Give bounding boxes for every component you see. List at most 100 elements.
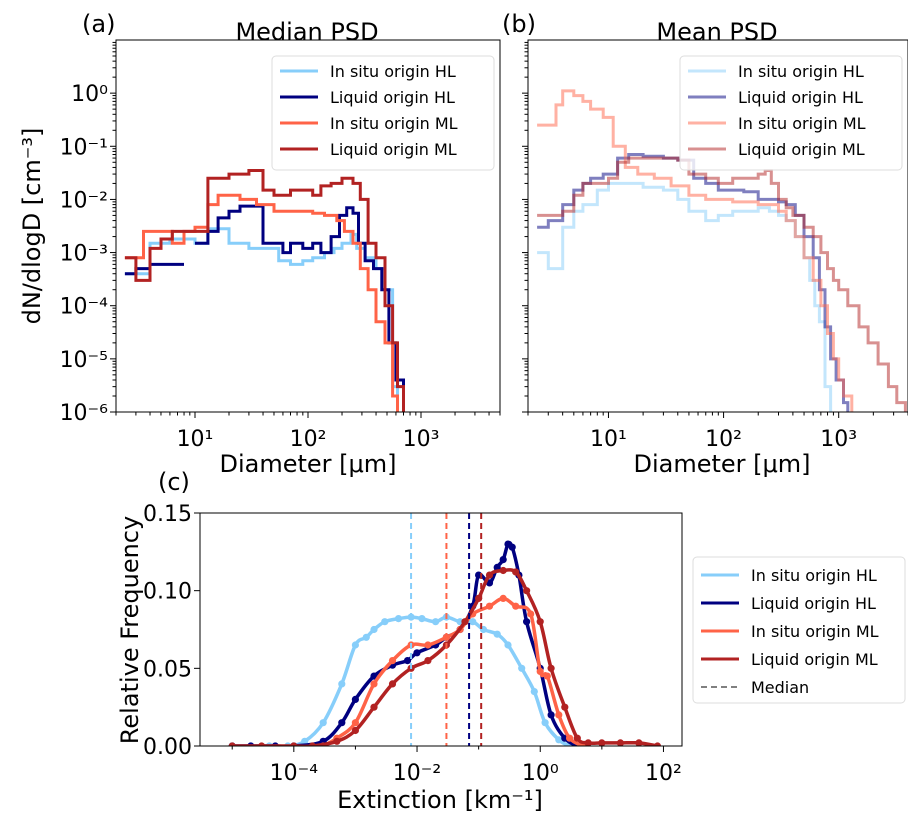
panel-b-x-ticks: 10¹ 10² 10³: [527, 412, 908, 452]
panel-c-series-insitu-hl-point: [319, 719, 327, 727]
panel-c-series-liquid-hl-point: [413, 649, 421, 657]
panel-c-series-liquid-ml-point: [333, 737, 341, 745]
panel-c-legend: In situ origin HL Liquid origin HL In situ…: [692, 556, 906, 704]
panel-c-series-insitu-hl-point: [338, 680, 346, 688]
panel-c-series-liquid-hl-point: [523, 618, 531, 626]
panel-c-series-insitu-hl-point: [469, 618, 477, 626]
panel-a-legend-box: [271, 55, 495, 171]
panel-c-series-insitu-hl-point: [418, 615, 426, 623]
panel-b-x-tick-label: 10³: [820, 427, 857, 452]
panel-a-series-liquid-ml-line: [124, 169, 405, 412]
panel-a-y-tick-label: 10⁻⁶: [60, 401, 109, 426]
panel-c-series-insitu-hl-point: [394, 615, 403, 623]
panel-a-legend-label: Liquid origin ML: [330, 140, 457, 159]
panel-c-legend-median-label: Median: [751, 678, 809, 697]
panel-c-y-label: Relative Frequency: [116, 516, 144, 744]
panel-b: (b) Mean PSD 10¹ 10² 10³ Diameter [μm] In …: [502, 10, 908, 478]
panel-c-x-label: Extinction [km⁻¹]: [337, 786, 543, 814]
panel-a-title: Median PSD: [235, 18, 378, 46]
panel-c-series-insitu-hl-point: [362, 633, 370, 641]
panel-c-plot-area: [228, 513, 662, 746]
panel-a-y-ticks: 10⁻⁶ 10⁻⁵ 10⁻⁴ 10⁻³ 10⁻² 10⁻¹ 10⁰: [60, 41, 116, 426]
panel-c-legend-label: Liquid origin HL: [751, 594, 876, 613]
panel-c-frame: [199, 512, 683, 747]
panel-c-series-liquid-ml-point: [290, 742, 298, 746]
panel-c-series-liquid-ml-point: [635, 739, 643, 746]
panel-c-x-ticks: 10⁻⁴ 10⁻² 10⁰ 10²: [231, 746, 682, 786]
panel-c-series-insitu-hl-point: [493, 630, 501, 638]
panel-b-legend-label: Liquid origin ML: [738, 140, 865, 159]
panel-b-series-liquid-ml-line: [537, 156, 907, 412]
panel-c-series-insitu-hl-line: [232, 615, 571, 746]
panel-c-series-liquid-ml-point: [616, 739, 624, 746]
panel-c-series-liquid-hl-point: [351, 695, 359, 704]
panel-b-title: Mean PSD: [656, 18, 777, 46]
panel-c-series-insitu-ml-point: [424, 641, 432, 649]
panel-c-series-insitu-ml-point: [351, 719, 359, 727]
panel-a-series-insitu-ml-line: [124, 193, 399, 412]
panel-c-series-insitu-ml-point: [388, 657, 397, 665]
panel-a-y-tick-label: 10⁻²: [60, 188, 108, 213]
panel-b-legend-box: [679, 55, 903, 171]
panel-c-series-liquid-hl-point: [499, 556, 507, 564]
panel-c-series-liquid-hl-point: [508, 543, 516, 551]
panel-b-plot-area: [537, 89, 907, 412]
panel-c-series-insitu-hl-point: [370, 625, 378, 634]
panel-c-series-insitu-ml-point: [527, 610, 535, 618]
panel-c-series-liquid-ml-line: [232, 568, 658, 746]
panel-a-x-tick-label: 10³: [403, 427, 440, 452]
panel-c-series-liquid-hl-point: [403, 657, 412, 665]
panel-b-series-liquid-hl-line: [537, 153, 850, 412]
panel-c-y-ticks: 0.00 0.05 0.10 0.15: [143, 502, 200, 760]
panel-c-series-liquid-ml-point: [653, 742, 662, 746]
panel-a-legend: In situ origin HL Liquid origin HL In situ…: [271, 55, 495, 171]
panel-c-series-insitu-ml-point: [512, 602, 520, 610]
panel-c-series-liquid-ml-point: [388, 680, 397, 688]
panel-c-series-liquid-ml-point: [228, 742, 236, 746]
panel-c-series-insitu-ml-point: [499, 594, 507, 603]
panel-c-series-liquid-ml-point: [584, 739, 592, 746]
panel-c-x-tick-label: 10⁻⁴: [270, 761, 319, 786]
panel-a-legend-label: Liquid origin HL: [330, 88, 455, 107]
panel-b-series-insitu-ml-line: [537, 89, 854, 412]
panel-a-y-tick-label: 10⁻¹: [60, 135, 108, 160]
panel-a-x-ticks: 10¹ 10² 10³: [115, 412, 501, 452]
panel-c-legend-box: [692, 556, 906, 704]
panel-c-series-insitu-hl-point: [504, 641, 512, 649]
panel-b-x-tick-label: 10¹: [590, 427, 627, 452]
panel-c-legend-label: Liquid origin ML: [751, 650, 878, 669]
panel-a-x-tick-label: 10¹: [177, 427, 214, 452]
panel-b-label: (b): [502, 10, 536, 38]
panel-c-series-liquid-ml-point: [461, 618, 469, 626]
panel-c-series-liquid-hl-line: [232, 541, 579, 746]
panel-b-y-ticks: [522, 41, 528, 413]
panel-c-series-insitu-ml-point: [543, 672, 551, 680]
panel-c-y-tick-label: 0.05: [143, 657, 192, 682]
panel-a: (a) Median PSD 10¹ 10² 10³ 10⁻⁶10⁻⁵10⁻⁴10⁻…: [18, 10, 501, 478]
panel-c-series-liquid-ml-point: [308, 742, 316, 746]
panel-c-series-liquid-ml-point: [351, 726, 359, 735]
panel-c-series-insitu-ml-point: [485, 602, 494, 610]
panel-c-y-tick-label: 0.15: [143, 502, 192, 527]
panel-b-legend-label: Liquid origin HL: [738, 88, 863, 107]
panel-c-series-liquid-ml-point: [258, 742, 266, 746]
panel-b-legend-label: In situ origin ML: [738, 114, 866, 133]
panel-c-series-liquid-hl-point: [338, 719, 346, 727]
panel-a-y-tick-label: 10⁰: [71, 82, 108, 107]
panel-c-series-liquid-ml-point: [499, 566, 507, 575]
panel-b-legend: In situ origin HL Liquid origin HL In situ…: [679, 55, 903, 171]
panel-a-x-tick-label: 10²: [290, 427, 327, 452]
panel-c-x-tick-label: 10⁰: [522, 761, 559, 786]
panel-c-y-tick-label: 0.00: [143, 735, 192, 760]
panel-b-series-group: [537, 89, 907, 412]
panel-c-legend-label: In situ origin ML: [751, 622, 879, 641]
panel-a-y-tick-label: 10⁻⁴: [60, 295, 109, 320]
panel-c-series-insitu-hl-point: [351, 641, 359, 649]
panel-c-legend-label: In situ origin HL: [751, 566, 877, 585]
panel-a-legend-label: In situ origin ML: [330, 114, 458, 133]
panel-c-series-group: [228, 513, 662, 746]
panel-c-series-liquid-ml-point: [536, 618, 544, 626]
panel-a-label: (a): [82, 10, 115, 38]
panel-c-label: (c): [158, 468, 190, 496]
